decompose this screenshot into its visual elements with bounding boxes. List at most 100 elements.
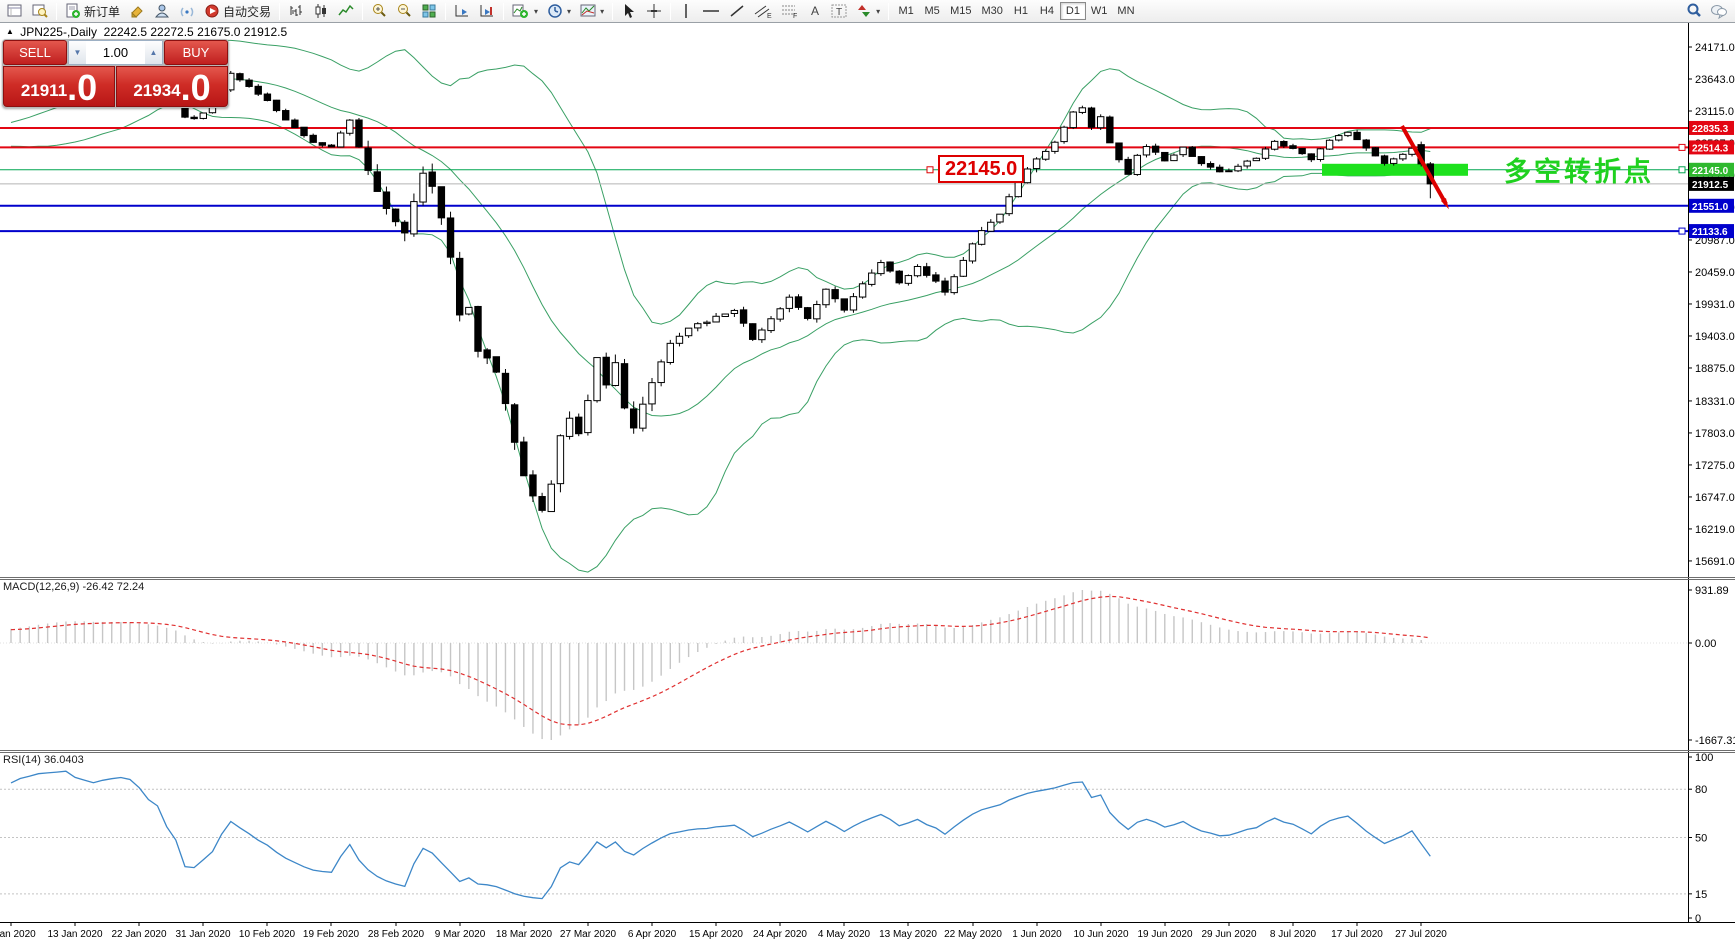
svg-text:27 Jul 2020: 27 Jul 2020 bbox=[1395, 929, 1447, 940]
chart-shift-button[interactable] bbox=[475, 1, 499, 21]
svg-text:22 Jan 2020: 22 Jan 2020 bbox=[111, 929, 166, 940]
red-arrow-drawing[interactable] bbox=[1400, 125, 1449, 210]
svg-text:20459.0: 20459.0 bbox=[1695, 267, 1735, 279]
indicator-gridlines bbox=[0, 642, 1688, 895]
svg-text:F: F bbox=[793, 13, 797, 19]
line-handle[interactable] bbox=[1678, 227, 1686, 235]
one-click-trading-panel: SELL ▼ ▲ BUY 21911.0 21934.0 bbox=[2, 39, 229, 108]
toolbar-separator bbox=[670, 2, 672, 20]
text-label-tool[interactable]: T bbox=[827, 1, 851, 21]
chat-button[interactable] bbox=[1706, 1, 1732, 21]
timeframe-h4[interactable]: H4 bbox=[1034, 2, 1060, 20]
svg-text:27 Mar 2020: 27 Mar 2020 bbox=[560, 929, 617, 940]
svg-text:21912.5: 21912.5 bbox=[1692, 180, 1729, 191]
vertical-line-tool[interactable] bbox=[675, 1, 697, 21]
timeframe-m30[interactable]: M30 bbox=[977, 2, 1008, 20]
svg-text:100: 100 bbox=[1695, 752, 1713, 764]
svg-text:21551.0: 21551.0 bbox=[1692, 202, 1729, 213]
svg-text:15: 15 bbox=[1695, 889, 1707, 901]
sell-button[interactable]: SELL bbox=[3, 40, 67, 65]
auto-scroll-button[interactable] bbox=[450, 1, 474, 21]
svg-text:A: A bbox=[811, 4, 819, 18]
timeframe-group: M1 M5 M15 M30 H1 H4 D1 W1 MN bbox=[893, 2, 1139, 20]
macd-histogram bbox=[10, 590, 1432, 740]
green-highlight-box[interactable] bbox=[1322, 163, 1468, 176]
volume-input[interactable] bbox=[86, 41, 145, 64]
svg-text:50: 50 bbox=[1695, 833, 1707, 845]
crosshair-button[interactable] bbox=[642, 1, 666, 21]
autotrading-button[interactable]: 自动交易 bbox=[200, 1, 275, 21]
sell-price-button[interactable]: 21911.0 bbox=[3, 66, 115, 107]
buy-price-button[interactable]: 21934.0 bbox=[116, 66, 228, 107]
volume-decrease-button[interactable]: ▼ bbox=[69, 41, 86, 64]
svg-text:1 Jun 2020: 1 Jun 2020 bbox=[1012, 929, 1062, 940]
signals-button[interactable] bbox=[175, 1, 199, 21]
line-handle[interactable] bbox=[1678, 143, 1686, 151]
timeframe-d1[interactable]: D1 bbox=[1059, 2, 1086, 20]
timeframe-m5[interactable]: M5 bbox=[919, 2, 945, 20]
buy-button[interactable]: BUY bbox=[164, 40, 228, 65]
search-button[interactable] bbox=[1682, 1, 1706, 21]
macd-indicator-label: MACD(12,26,9) -26.42 72.24 bbox=[3, 581, 145, 593]
line-handle[interactable] bbox=[1678, 166, 1686, 174]
svg-text:22514.3: 22514.3 bbox=[1692, 143, 1729, 154]
svg-text:-1667.31: -1667.31 bbox=[1695, 735, 1735, 747]
indicators-button[interactable]: ▾ bbox=[508, 1, 542, 21]
timeframe-w1[interactable]: W1 bbox=[1086, 2, 1113, 20]
text-tool[interactable]: A bbox=[804, 1, 826, 21]
svg-text:23643.0: 23643.0 bbox=[1695, 74, 1735, 86]
symbol-period: JPN225-,Daily bbox=[20, 25, 97, 39]
zoom-out-button[interactable] bbox=[392, 1, 416, 21]
fibonacci-tool[interactable]: F bbox=[777, 1, 803, 21]
line-chart-type-button[interactable] bbox=[334, 1, 358, 21]
svg-text:17803.0: 17803.0 bbox=[1695, 428, 1735, 440]
collapse-triangle-icon[interactable]: ▲ bbox=[6, 27, 14, 36]
svg-text:80: 80 bbox=[1695, 784, 1707, 796]
volume-increase-button[interactable]: ▲ bbox=[145, 41, 162, 64]
callout-anchor-handle[interactable] bbox=[926, 166, 934, 174]
toolbar: 新订单 自动交易 ▾ ▾ ▾ E F A T ▾ bbox=[0, 0, 1735, 23]
price-callout-22145[interactable]: 22145.0 bbox=[938, 155, 1025, 183]
toolbar-separator bbox=[362, 2, 364, 20]
eraser-button[interactable] bbox=[125, 1, 149, 21]
bar-chart-type-button[interactable] bbox=[284, 1, 308, 21]
svg-text:22835.3: 22835.3 bbox=[1692, 124, 1729, 135]
expert-advisor-button[interactable] bbox=[150, 1, 174, 21]
svg-text:18875.0: 18875.0 bbox=[1695, 363, 1735, 375]
chart-title: ▲ JPN225-,Daily 22242.5 22272.5 21675.0 … bbox=[6, 25, 287, 39]
toolbar-separator bbox=[612, 2, 614, 20]
volume-stepper: ▼ ▲ bbox=[68, 40, 163, 65]
candlestick-chart-type-button[interactable] bbox=[309, 1, 333, 21]
rsi-indicator-label: RSI(14) 36.0403 bbox=[3, 754, 84, 766]
svg-text:19 Feb 2020: 19 Feb 2020 bbox=[303, 929, 360, 940]
zoom-in-button[interactable] bbox=[367, 1, 391, 21]
timeframe-mn[interactable]: MN bbox=[1112, 2, 1139, 20]
ohlc-values: 22242.5 22272.5 21675.0 21912.5 bbox=[103, 25, 288, 39]
data-window-button[interactable] bbox=[28, 1, 52, 21]
cursor-button[interactable] bbox=[617, 1, 641, 21]
new-order-button[interactable]: 新订单 bbox=[61, 1, 124, 21]
templates-button[interactable]: ▾ bbox=[576, 1, 608, 21]
svg-text:22 May 2020: 22 May 2020 bbox=[944, 929, 1002, 940]
new-chart-button[interactable] bbox=[3, 1, 27, 21]
arrows-tool[interactable]: ▾ bbox=[852, 1, 884, 21]
svg-text:9 Mar 2020: 9 Mar 2020 bbox=[435, 929, 486, 940]
svg-text:15691.0: 15691.0 bbox=[1695, 556, 1735, 568]
svg-text:0.00: 0.00 bbox=[1695, 638, 1716, 650]
svg-text:13 Jan 2020: 13 Jan 2020 bbox=[47, 929, 102, 940]
horizontal-level-lines[interactable] bbox=[0, 126, 1688, 233]
svg-text:931.89: 931.89 bbox=[1695, 585, 1729, 597]
turning-point-note[interactable]: 多空转折点 bbox=[1504, 157, 1654, 187]
timeframe-m1[interactable]: M1 bbox=[893, 2, 919, 20]
svg-text:31 Jan 2020: 31 Jan 2020 bbox=[175, 929, 230, 940]
buy-price-frac: .0 bbox=[180, 67, 211, 108]
equidistant-channel-tool[interactable]: E bbox=[750, 1, 776, 21]
trendline-tool[interactable] bbox=[725, 1, 749, 21]
horizontal-line-tool[interactable] bbox=[698, 1, 724, 21]
svg-text:10 Feb 2020: 10 Feb 2020 bbox=[239, 929, 296, 940]
timeframe-m15[interactable]: M15 bbox=[945, 2, 976, 20]
svg-text:19 Jun 2020: 19 Jun 2020 bbox=[1137, 929, 1192, 940]
tile-windows-button[interactable] bbox=[417, 1, 441, 21]
timeframe-h1[interactable]: H1 bbox=[1008, 2, 1034, 20]
periods-button[interactable]: ▾ bbox=[543, 1, 575, 21]
